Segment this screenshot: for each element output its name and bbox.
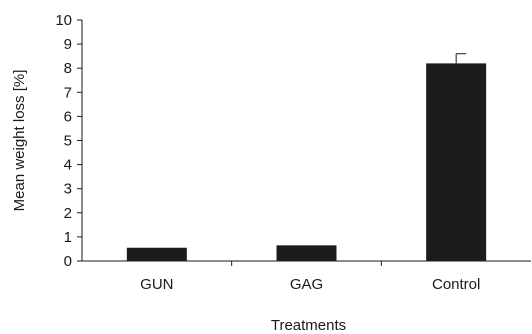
y-tick-label: 10 [55, 12, 72, 29]
y-tick-label: 6 [64, 108, 72, 125]
y-tick-label: 9 [64, 36, 72, 53]
x-ticks: GUN GAG Control [140, 261, 480, 293]
error-bars [455, 53, 467, 64]
y-tick-label: 5 [64, 133, 72, 150]
y-axis: 0 1 2 3 4 5 6 7 8 9 10 [55, 12, 83, 270]
bar-control [426, 63, 487, 261]
y-tick-label: 0 [64, 253, 72, 270]
y-ticks: 0 1 2 3 4 5 6 7 8 9 10 [55, 12, 82, 270]
x-axis: GUN GAG Control [82, 260, 531, 293]
y-tick-label: 1 [64, 229, 72, 246]
x-tick-label: Control [432, 276, 480, 293]
x-tick-label: GUN [140, 276, 173, 293]
x-axis-title: Treatments [271, 317, 346, 334]
y-tick-label: 4 [64, 157, 72, 174]
y-tick-label: 7 [64, 84, 72, 101]
bar-gag [276, 245, 337, 261]
y-axis-title: Mean weight loss [%] [11, 70, 28, 212]
y-tick-label: 3 [64, 181, 72, 198]
bars [126, 63, 487, 261]
x-tick-label: GAG [290, 276, 323, 293]
y-tick-label: 2 [64, 205, 72, 222]
bar-gun [126, 247, 187, 261]
y-tick-label: 8 [64, 60, 72, 77]
